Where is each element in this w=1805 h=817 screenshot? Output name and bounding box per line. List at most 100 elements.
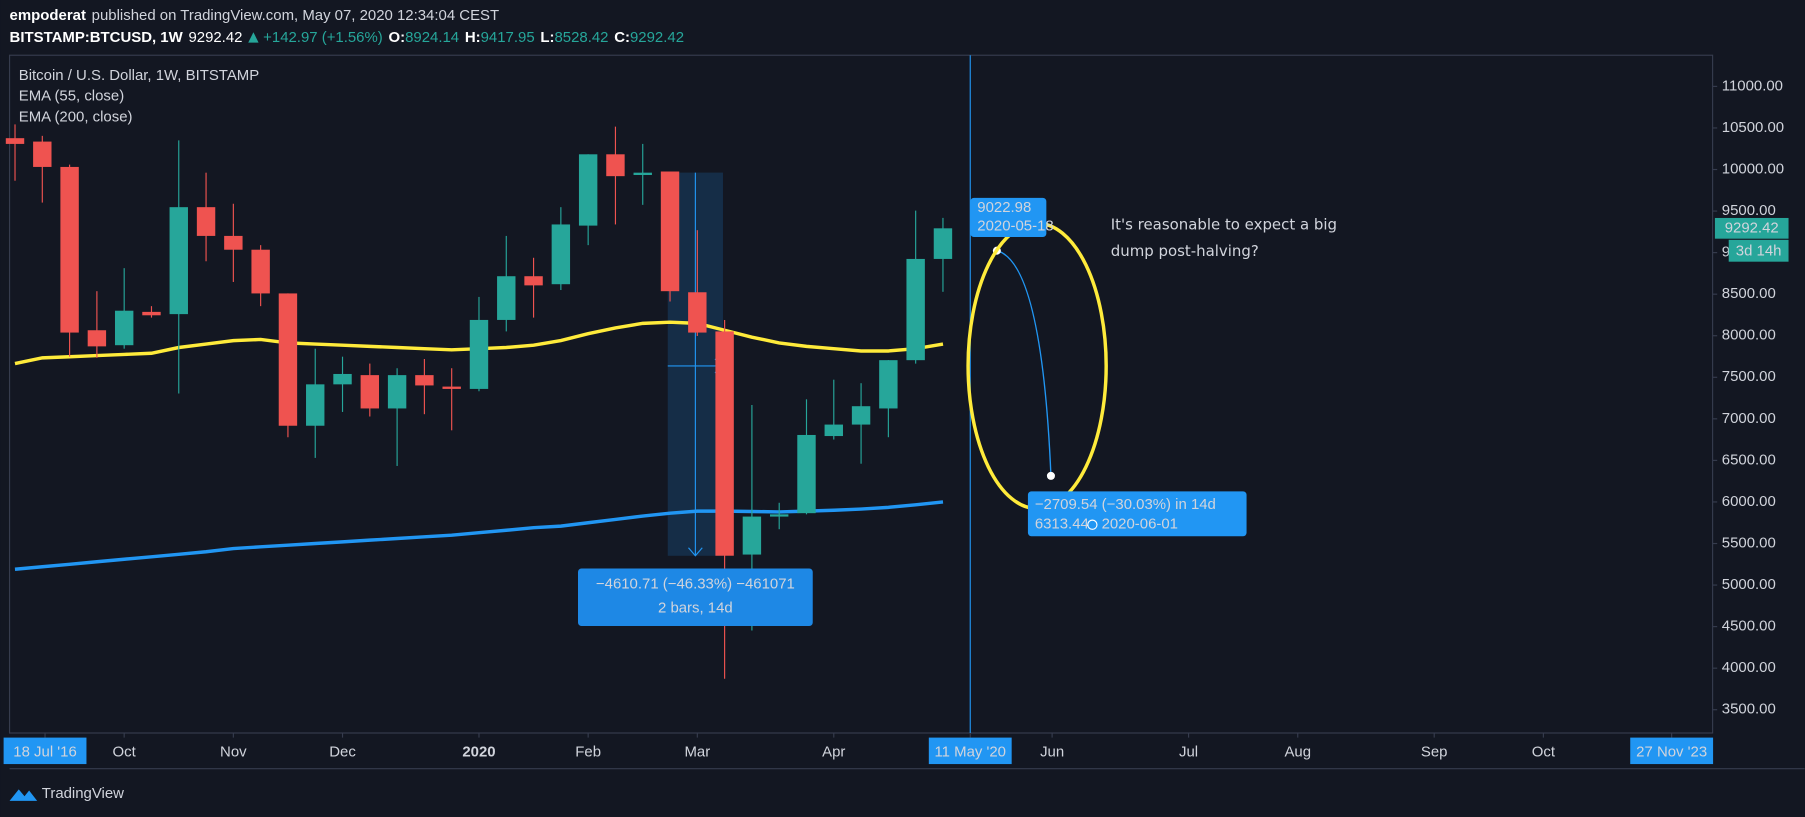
candle-body	[251, 249, 270, 294]
plot-layer	[5, 55, 1055, 733]
projection-end-box	[1027, 491, 1247, 537]
candle-body	[660, 171, 680, 292]
x-tick-label: Nov	[220, 744, 247, 761]
candle-body	[142, 311, 161, 316]
low-value: 8528.42	[554, 29, 608, 46]
high-label: H:	[465, 29, 481, 46]
publish-line: empoderat published on TradingView.com, M…	[10, 7, 500, 24]
candle-body	[851, 406, 871, 425]
y-tick-label: 5500.00	[1722, 534, 1776, 551]
last-price: 9292.42	[188, 29, 242, 46]
projection-start-value: 9022.98	[977, 199, 1031, 216]
candle-body	[333, 373, 352, 385]
chart-title: Bitcoin / U.S. Dollar, 1W, BITSTAMP	[19, 67, 259, 84]
y-tick-label: 9500.00	[1722, 202, 1776, 219]
price-label: 9292.42	[1725, 219, 1779, 236]
high-value: 9417.95	[481, 29, 535, 46]
plot-frame	[8, 54, 1714, 734]
open-label: O:	[389, 29, 406, 46]
countdown-box	[1728, 239, 1789, 262]
measure-box	[578, 568, 813, 626]
candle-body	[469, 319, 489, 389]
y-tick-label: 8000.00	[1722, 327, 1776, 344]
candle-body	[524, 276, 543, 286]
ema-line	[14, 500, 944, 571]
open-value: 8924.14	[405, 29, 459, 46]
candle-body	[879, 360, 898, 409]
candle-body	[497, 276, 516, 320]
x-tick-box	[1630, 737, 1714, 765]
x-tick-label: 11 May '20	[934, 744, 1006, 761]
x-tick-label: Oct	[113, 744, 137, 761]
x-tick-box	[928, 737, 1012, 765]
candle-body	[933, 228, 953, 259]
projection-start-date: 2020-05-18	[977, 218, 1053, 235]
y-tick-label: 4000.00	[1722, 659, 1776, 676]
brand: TradingView	[42, 785, 124, 802]
candle-body	[442, 386, 461, 389]
x-tick-label: Oct	[1532, 744, 1556, 761]
measure-text: 2 bars, 14d	[658, 600, 733, 617]
clock-icon	[1087, 519, 1098, 530]
candle-body	[278, 293, 298, 426]
x-tick-label: Sep	[1421, 744, 1448, 761]
candle-body	[87, 330, 107, 347]
candle-body	[578, 154, 598, 226]
y-tick-label: 6500.00	[1722, 451, 1776, 468]
close-label: C:	[614, 29, 630, 46]
symbol-line: BITSTAMP:BTCUSD, 1W 9292.42 +142.97 (+1.56…	[10, 29, 684, 46]
candle-body	[415, 375, 434, 386]
projection-end	[1046, 471, 1055, 480]
candle-body	[360, 375, 380, 409]
candle-body	[742, 516, 762, 555]
price-label-box	[1714, 217, 1789, 239]
candle-body	[114, 310, 134, 346]
x-tick-label: 18 Jul '16	[13, 744, 76, 761]
y-tick-label: 10000.00	[1722, 160, 1784, 177]
y-tick-label: 5000.00	[1722, 576, 1776, 593]
y-tick-label: 3500.00	[1722, 701, 1776, 718]
candle-body	[824, 424, 843, 437]
note-text: It's reasonable to expect a big	[1111, 216, 1337, 234]
projection-change: −2709.54 (−30.03%) in 14d	[1035, 496, 1216, 513]
candle-body	[797, 434, 816, 514]
change: +142.97 (+1.56%)	[263, 29, 383, 46]
legend-entry: EMA (55, close)	[19, 88, 124, 105]
y-tick-label: 10500.00	[1722, 119, 1784, 136]
note-text: dump post-halving?	[1111, 242, 1259, 260]
candle-body	[769, 514, 789, 517]
candle-body	[306, 384, 325, 426]
y-tick-label: 7000.00	[1722, 410, 1776, 427]
x-tick-label: Feb	[575, 744, 601, 761]
x-tick-label: Apr	[822, 744, 845, 761]
x-tick-label: Mar	[684, 744, 710, 761]
candle-body	[33, 141, 52, 167]
x-tick-label: Jul	[1179, 744, 1198, 761]
candle-body	[551, 224, 571, 285]
candle-body	[169, 207, 188, 315]
logo-shape	[9, 789, 38, 801]
x-tick-label: Jun	[1040, 744, 1064, 761]
x-tick-label: 2020	[462, 744, 495, 761]
close-value: 9292.42	[630, 29, 684, 46]
x-tick-label: Dec	[329, 744, 356, 761]
user: empoderat	[10, 7, 86, 24]
legend-entry: EMA (200, close)	[19, 108, 133, 125]
brand-logo	[9, 789, 38, 801]
symbol: BITSTAMP:BTCUSD, 1W	[10, 29, 184, 46]
projection-end-date: 2020-06-01	[1102, 516, 1178, 533]
y-tick-label: 6000.00	[1722, 493, 1776, 510]
candle-body	[688, 292, 707, 333]
candle-body	[633, 172, 652, 175]
x-tick-label: Aug	[1284, 744, 1311, 761]
candle-body	[224, 235, 243, 250]
y-tick-label: 8500.00	[1722, 285, 1776, 302]
y-tick-label: 11000.00	[1722, 77, 1783, 94]
y-tick-label: 7500.00	[1722, 368, 1776, 385]
candle-body	[606, 154, 625, 177]
projection-end-value: 6313.44	[1035, 516, 1089, 533]
published: published on TradingView.com, May 07, 20…	[92, 7, 499, 24]
